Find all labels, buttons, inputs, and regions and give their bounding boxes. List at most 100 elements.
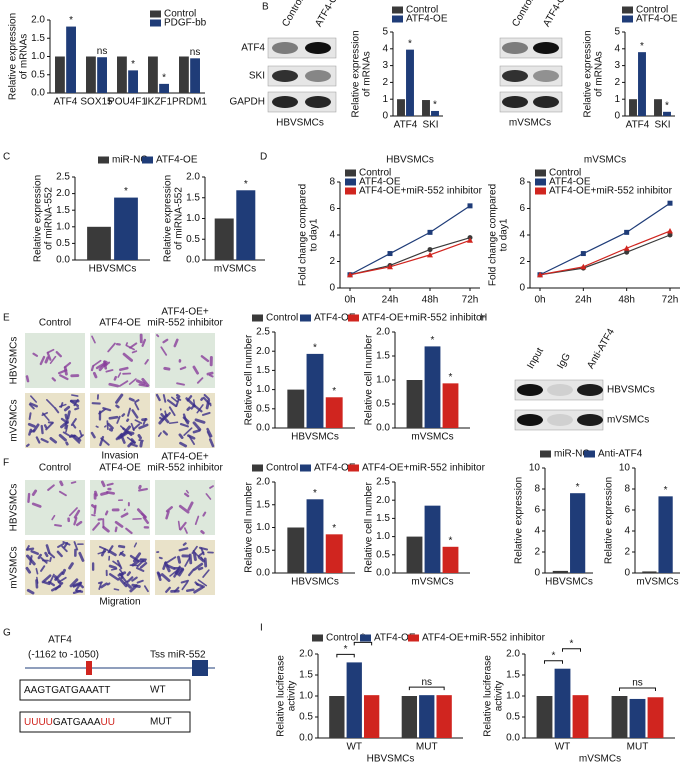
y-tick-label: 2 xyxy=(382,77,388,88)
blot-band xyxy=(517,414,543,426)
micrograph-row-label: mVSMCs xyxy=(9,399,20,441)
blot-column-label: IgG xyxy=(555,351,573,371)
cell-stain xyxy=(143,585,149,593)
marker xyxy=(467,237,473,243)
cell-stain xyxy=(166,564,176,570)
cell-stain xyxy=(176,567,184,576)
cell-stain xyxy=(188,435,195,445)
cell-stain xyxy=(171,396,178,403)
cell-stain xyxy=(108,415,119,420)
cell-stain xyxy=(115,393,124,404)
cell-stain xyxy=(46,399,55,408)
cell-stain xyxy=(68,562,74,570)
y-tick-label: 0.0 xyxy=(256,423,270,434)
legend-swatch xyxy=(345,178,356,186)
cell-stain xyxy=(46,351,52,361)
cell-stain xyxy=(183,527,188,534)
sequence-box xyxy=(19,679,191,701)
cell-stain xyxy=(202,411,211,416)
significance-label: * xyxy=(576,482,580,493)
cell-stain xyxy=(43,581,51,586)
cell-stain xyxy=(70,481,77,484)
bar xyxy=(325,534,343,573)
y-tick-label: 1.5 xyxy=(56,205,70,216)
x-tick-label: SKI xyxy=(422,120,438,131)
bar xyxy=(236,190,256,260)
cell-stain xyxy=(165,506,173,513)
cell-stain xyxy=(73,434,82,442)
significance-bracket xyxy=(544,660,563,664)
cell-stain xyxy=(205,399,211,410)
significance-bracket xyxy=(336,653,355,658)
cell-stain xyxy=(58,490,67,497)
tss-label: Tss miR-552 xyxy=(150,650,206,661)
cell-stain xyxy=(25,547,35,551)
legend-swatch xyxy=(535,178,546,186)
bar xyxy=(422,100,430,116)
cell-stain xyxy=(26,588,35,595)
y-tick-label: 1.5 xyxy=(31,33,45,44)
bar xyxy=(346,662,362,738)
cell-stain xyxy=(54,407,60,414)
bar xyxy=(179,56,189,93)
x-tick-label: HBVSMCs xyxy=(291,577,339,588)
cell-stain xyxy=(102,407,112,412)
bar xyxy=(638,52,646,116)
cell-stain xyxy=(122,352,133,362)
y-tick-label: 2 xyxy=(624,547,630,558)
cell-stain xyxy=(184,557,191,567)
blot-column-label: Control xyxy=(510,0,536,29)
significance-label: * xyxy=(552,650,556,661)
bar xyxy=(658,496,673,573)
cell-stain xyxy=(73,398,79,407)
cell-stain xyxy=(127,407,132,417)
cell-stain xyxy=(40,557,48,564)
cell-stain xyxy=(107,342,116,353)
cell-stain xyxy=(194,515,200,526)
cell-stain xyxy=(138,439,144,442)
bar xyxy=(363,695,380,738)
significance-bracket xyxy=(562,648,581,652)
bar xyxy=(629,698,646,738)
legend-swatch xyxy=(622,15,633,23)
cell-stain xyxy=(185,489,189,494)
cell-stain xyxy=(112,560,121,568)
cell-stain xyxy=(194,418,206,424)
cell-stain xyxy=(49,437,58,444)
micrograph-column-label: Control xyxy=(39,463,71,474)
micrograph-column-label: ATF4-OE+ xyxy=(161,452,208,463)
cell-stain xyxy=(129,342,138,349)
cell-stain xyxy=(75,520,83,527)
cell-stain xyxy=(100,480,106,488)
cell-stain xyxy=(30,550,39,555)
marker xyxy=(667,232,673,238)
cell-stain xyxy=(132,423,141,431)
y-axis-label: Relative expression xyxy=(33,175,44,262)
legend-label: PDGF-bb xyxy=(164,18,207,29)
cell-stain xyxy=(31,502,42,508)
y-tick-label: 2 xyxy=(534,547,540,558)
bar xyxy=(572,695,589,738)
cell-stain xyxy=(37,553,42,560)
y-axis-label: Relative cell number xyxy=(244,482,255,573)
legend-label: Control xyxy=(326,633,358,644)
cell-stain xyxy=(208,374,214,378)
micrograph-column-label: miR-552 inhibitor xyxy=(147,463,223,474)
sequence-part: AAGTGATGAAATT xyxy=(24,685,110,696)
x-tick-label: ATF4 xyxy=(54,97,78,108)
sequence: UUUUGATGAAAUU xyxy=(24,717,115,728)
y-tick-label: 6 xyxy=(624,505,630,516)
cell-stain xyxy=(108,550,117,557)
y-tick-label: 0.0 xyxy=(506,733,520,744)
micrograph xyxy=(25,480,85,535)
legend-swatch xyxy=(150,19,161,27)
cell-stain xyxy=(167,399,177,408)
y-tick-label: 1.0 xyxy=(256,384,270,395)
legend-swatch xyxy=(360,634,371,642)
y-axis-label: Relative luciferase xyxy=(483,655,494,737)
blot-band xyxy=(547,414,573,426)
micrograph-column-label: ATF4-OE+ xyxy=(161,307,208,318)
cell-stain xyxy=(105,369,114,373)
cell-stain xyxy=(65,441,69,446)
cell-stain xyxy=(59,480,64,487)
